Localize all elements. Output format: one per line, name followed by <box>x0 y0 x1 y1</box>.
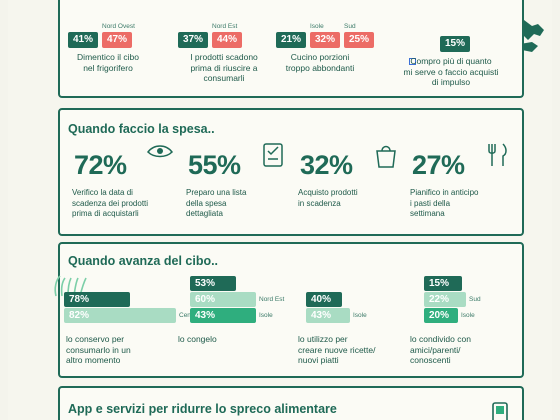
stat-bar: 53% <box>190 276 236 291</box>
caption-line: creare nuove ricette/ <box>298 344 376 355</box>
region-label: Nord Est <box>212 23 238 30</box>
caption-line: lo congelo <box>178 334 217 344</box>
stat-caption: lo conservo per consumarlo in un altro mom… <box>66 334 166 366</box>
caption-line: settimana <box>410 209 445 218</box>
caption-line: nel frigorifero <box>83 62 133 73</box>
app-services-section: App e servizi per ridurre lo spreco alim… <box>58 386 524 420</box>
caption-line: conoscenti <box>410 355 451 365</box>
caption-line: in scadenza <box>298 198 341 208</box>
stat-caption: Cucino porzioni troppo abbondanti <box>264 52 376 73</box>
region-label: Sud <box>344 23 356 30</box>
checklist-icon <box>263 143 283 167</box>
stat-bar: 43% <box>190 308 256 323</box>
shopping-bag-icon <box>376 145 396 168</box>
big-percentage: 72% <box>74 150 127 180</box>
big-percentage: 55% <box>188 150 241 180</box>
stat-caption: Dimentico il cibo nel frigorifero <box>66 52 150 73</box>
stat-bar: 44% <box>212 32 242 48</box>
stat-caption: I prodotti scadono prima di riuscire a con… <box>174 52 274 84</box>
stat-caption: Acquisto prodotti in scadenza <box>298 188 398 209</box>
stat-caption: Verifico la data di scadenza dei prodotti… <box>72 188 172 220</box>
caption-line: prima di acquistarli <box>72 209 139 218</box>
stat-bar: 40% <box>306 292 342 307</box>
stat-caption: Compro più di quanto mi serve o faccio ac… <box>392 56 510 88</box>
eye-icon <box>147 145 173 158</box>
stat-bar: 20% <box>424 308 458 323</box>
stat-bar: 41% <box>68 32 98 48</box>
region-label: Isole <box>461 312 475 319</box>
caption-line: altro momento <box>66 355 121 365</box>
stat-bar: 78% <box>64 292 130 307</box>
app-section-title: App e servizi per ridurre lo spreco alim… <box>68 402 337 416</box>
stat-caption: lo utilizzo per creare nuove ricette/nuov… <box>298 334 398 366</box>
caption-line: i pasti della <box>410 198 451 208</box>
stat-bar: 22% <box>424 292 466 307</box>
caption-line: lo utilizzo per <box>298 334 348 344</box>
infographic-page: Quando faccio la spesa.. Quando avanza d… <box>8 0 552 420</box>
region-label: Nord Ovest <box>102 23 135 30</box>
stat-caption: Preparo una lista della spesa dettagliata <box>186 188 286 220</box>
stat-bar: 32% <box>310 32 340 48</box>
big-percentage: 32% <box>300 150 353 180</box>
caption-line: nuovi piatti <box>298 355 339 365</box>
caption-line: lo conservo per <box>66 334 125 344</box>
spesa-section-title: Quando faccio la spesa.. <box>68 122 215 136</box>
caption-line: Compro più di quanto <box>410 56 492 66</box>
stat-caption: lo congelo <box>178 334 258 345</box>
stat-bar: 82% <box>64 308 176 323</box>
stat-bar: 15% <box>440 36 470 52</box>
region-label: Nord Est <box>259 296 285 303</box>
caption-line: della spesa <box>186 198 227 208</box>
caption-line: Preparo una lista <box>186 188 247 197</box>
stat-bar: 47% <box>102 32 132 48</box>
caption-line: Verifico la data di <box>72 188 133 197</box>
stat-bar: 25% <box>344 32 374 48</box>
caption-line: Dimentico il cibo <box>77 52 139 62</box>
avanza-section-title: Quando avanza del cibo.. <box>68 254 219 268</box>
text-cursor <box>409 58 416 65</box>
stat-bar: 37% <box>178 32 208 48</box>
stat-bar: 15% <box>424 276 462 291</box>
caption-line: consumarli <box>203 73 245 83</box>
caption-line: amici/parenti/ <box>410 344 461 355</box>
caption-line: lo condivido con <box>410 334 471 344</box>
caption-line: scadenza dei prodotti <box>72 198 149 208</box>
caption-line: Pianifico in anticipo <box>410 188 479 197</box>
caption-line: prima di riuscire a <box>190 62 258 73</box>
fork-knife-icon <box>488 143 507 166</box>
caption-line: Cucino porzioni <box>290 52 350 62</box>
region-label: Sud <box>469 296 481 303</box>
caption-line: mi serve o faccio acquisti <box>403 66 499 77</box>
big-percentage: 27% <box>412 150 465 180</box>
hands-icon <box>54 275 87 297</box>
caption-line: dettagliata <box>186 209 223 218</box>
region-label: Isole <box>310 23 324 30</box>
stat-bar: 43% <box>306 308 350 323</box>
stat-caption: Pianifico in anticipo i pasti della settim… <box>410 188 510 220</box>
caption-line: Acquisto prodotti <box>298 188 358 197</box>
stat-bar: 60% <box>190 292 256 307</box>
region-label: Centro <box>179 312 199 319</box>
caption-line: troppo abbondanti <box>285 62 355 73</box>
region-label: Isole <box>259 312 273 319</box>
caption-line: di impulso <box>431 77 471 87</box>
smartphone-icon <box>492 402 508 420</box>
spesa-section: Quando faccio la spesa.. <box>58 108 524 236</box>
caption-line: consumarlo in un <box>66 344 131 355</box>
stat-caption: lo condivido con amici/parenti/conoscenti <box>410 334 500 366</box>
region-label: Isole <box>353 312 367 319</box>
caption-line: I prodotti scadono <box>190 52 258 62</box>
stat-bar: 21% <box>276 32 306 48</box>
